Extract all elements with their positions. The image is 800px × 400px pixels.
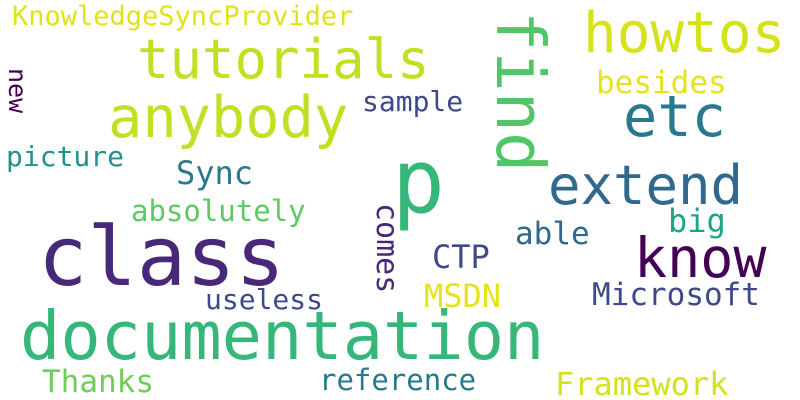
word-msdn: MSDN (424, 277, 502, 315)
word-howtos: howtos (583, 1, 786, 66)
word-etc: etc (623, 84, 726, 150)
word-anybody: anybody (108, 85, 349, 151)
word-besides: besides (596, 65, 727, 101)
word-ctp: CTP (432, 238, 490, 276)
word-p: p (392, 130, 445, 233)
word-find: find (481, 11, 559, 173)
word-tutorials: tutorials (137, 28, 430, 91)
word-reference: reference (319, 363, 477, 397)
word-picture: picture (6, 140, 125, 173)
word-new: new (3, 68, 32, 114)
word-sync: Sync (176, 154, 254, 192)
word-thanks: Thanks (42, 364, 154, 400)
word-absolutely: absolutely (131, 194, 306, 228)
word-useless: useless (205, 283, 324, 316)
word-documentation: documentation (20, 297, 545, 375)
word-framework: Framework (555, 365, 729, 400)
word-extend: extend (548, 154, 744, 217)
word-class: class (38, 210, 285, 305)
word-comes: comes (369, 203, 404, 294)
word-knowledgesyncprovider: KnowledgeSyncProvider (12, 1, 354, 32)
word-big: big (668, 202, 726, 240)
word-sample: sample (362, 85, 464, 118)
word-know: know (634, 226, 767, 290)
word-microsoft: Microsoft (592, 277, 760, 313)
word-able: able (515, 216, 590, 252)
